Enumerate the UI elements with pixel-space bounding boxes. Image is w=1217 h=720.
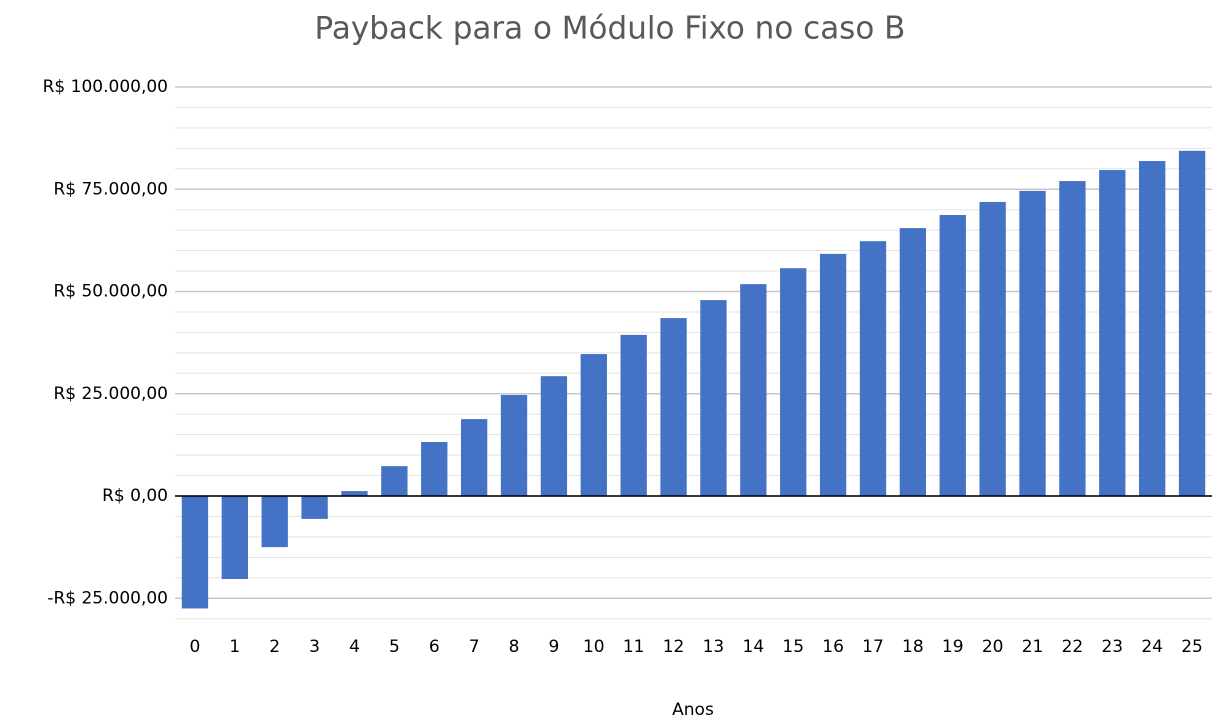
x-tick-label: 1	[229, 637, 240, 657]
x-tick-label: 20	[982, 637, 1004, 657]
x-tick-label: 7	[469, 637, 480, 657]
x-tick-label: 15	[782, 637, 804, 657]
bar	[1099, 170, 1126, 497]
x-tick-label: 6	[429, 637, 440, 657]
bar	[421, 442, 448, 496]
x-tick-label: 10	[583, 637, 605, 657]
x-tick-label: 13	[703, 637, 725, 657]
x-tick-label: 3	[309, 637, 320, 657]
x-tick-label: 21	[1022, 637, 1044, 657]
bar	[819, 253, 847, 496]
x-tick-label: 5	[389, 637, 400, 657]
x-tick-label: 16	[822, 637, 844, 657]
bar	[899, 228, 927, 497]
bar	[301, 496, 328, 519]
x-tick-label: 18	[902, 637, 924, 657]
bar	[381, 466, 408, 496]
bar	[939, 215, 966, 496]
bar	[341, 491, 368, 496]
x-tick-label: 19	[942, 637, 964, 657]
y-tick-label: R$ 0,00	[102, 486, 168, 506]
x-tick-label: 23	[1101, 637, 1123, 657]
bar	[221, 496, 248, 580]
y-tick-label: R$ 25.000,00	[53, 384, 168, 404]
bar	[181, 496, 209, 609]
bar	[660, 318, 687, 496]
x-tick-label: 12	[663, 637, 685, 657]
x-tick-label: 11	[623, 637, 645, 657]
x-tick-label: 25	[1181, 637, 1203, 657]
bar	[1139, 161, 1166, 497]
x-tick-label: 22	[1062, 637, 1084, 657]
bar	[261, 496, 288, 548]
x-tick-label: 24	[1141, 637, 1163, 657]
bar	[979, 201, 1006, 496]
x-axis-title: Anos	[672, 700, 714, 720]
bar	[580, 354, 607, 496]
bar	[859, 241, 887, 496]
bar	[1178, 150, 1206, 496]
bar	[740, 284, 767, 496]
x-tick-label: 14	[743, 637, 765, 657]
bar	[780, 268, 807, 496]
x-tick-label: 17	[862, 637, 884, 657]
x-tick-label: 0	[190, 637, 201, 657]
y-tick-label: R$ 50.000,00	[53, 282, 168, 302]
bar	[1019, 190, 1046, 497]
y-tick-label: -R$ 25.000,00	[47, 588, 168, 608]
bar	[500, 394, 528, 496]
y-tick-label: R$ 75.000,00	[53, 179, 168, 199]
bar	[540, 376, 568, 496]
x-tick-label: 2	[269, 637, 280, 657]
bar	[700, 300, 727, 496]
bar	[1059, 181, 1086, 496]
y-tick-label: R$ 100.000,00	[43, 77, 168, 97]
x-tick-label: 4	[349, 637, 360, 657]
bar	[620, 334, 647, 496]
x-tick-label: 8	[509, 637, 520, 657]
bar	[460, 419, 488, 496]
chart-title: Payback para o Módulo Fixo no caso B	[315, 11, 906, 47]
x-tick-label: 9	[548, 637, 559, 657]
